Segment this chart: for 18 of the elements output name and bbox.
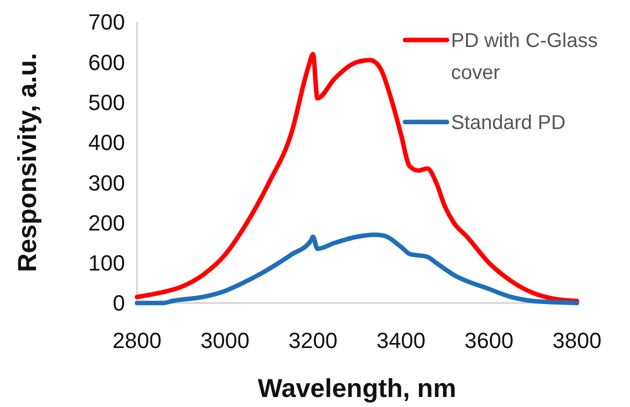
x-tick-label: 2800 <box>112 328 162 353</box>
x-tick-label: 3200 <box>288 328 338 353</box>
x-tick-label: 3000 <box>200 328 250 353</box>
y-tick-label: 300 <box>88 170 125 196</box>
y-tick-label: 100 <box>88 250 125 276</box>
x-axis-title: Wavelength, nm <box>258 373 456 403</box>
legend-label: Standard PD <box>451 112 566 134</box>
y-axis-title: Responsivity, a.u. <box>12 52 42 272</box>
y-tick-label: 0 <box>112 290 125 316</box>
x-tick-label: 3600 <box>464 328 514 353</box>
legend-label: PD with C-Glass cover <box>451 30 598 84</box>
x-tick-label: 3400 <box>376 328 426 353</box>
y-tick-label: 200 <box>88 210 125 236</box>
y-tick-label: 500 <box>88 90 125 115</box>
y-tick-label: 400 <box>88 130 125 156</box>
y-tick-label: 600 <box>88 50 125 75</box>
y-tick-label: 700 <box>88 10 125 35</box>
x-tick-label: 3800 <box>552 328 602 353</box>
